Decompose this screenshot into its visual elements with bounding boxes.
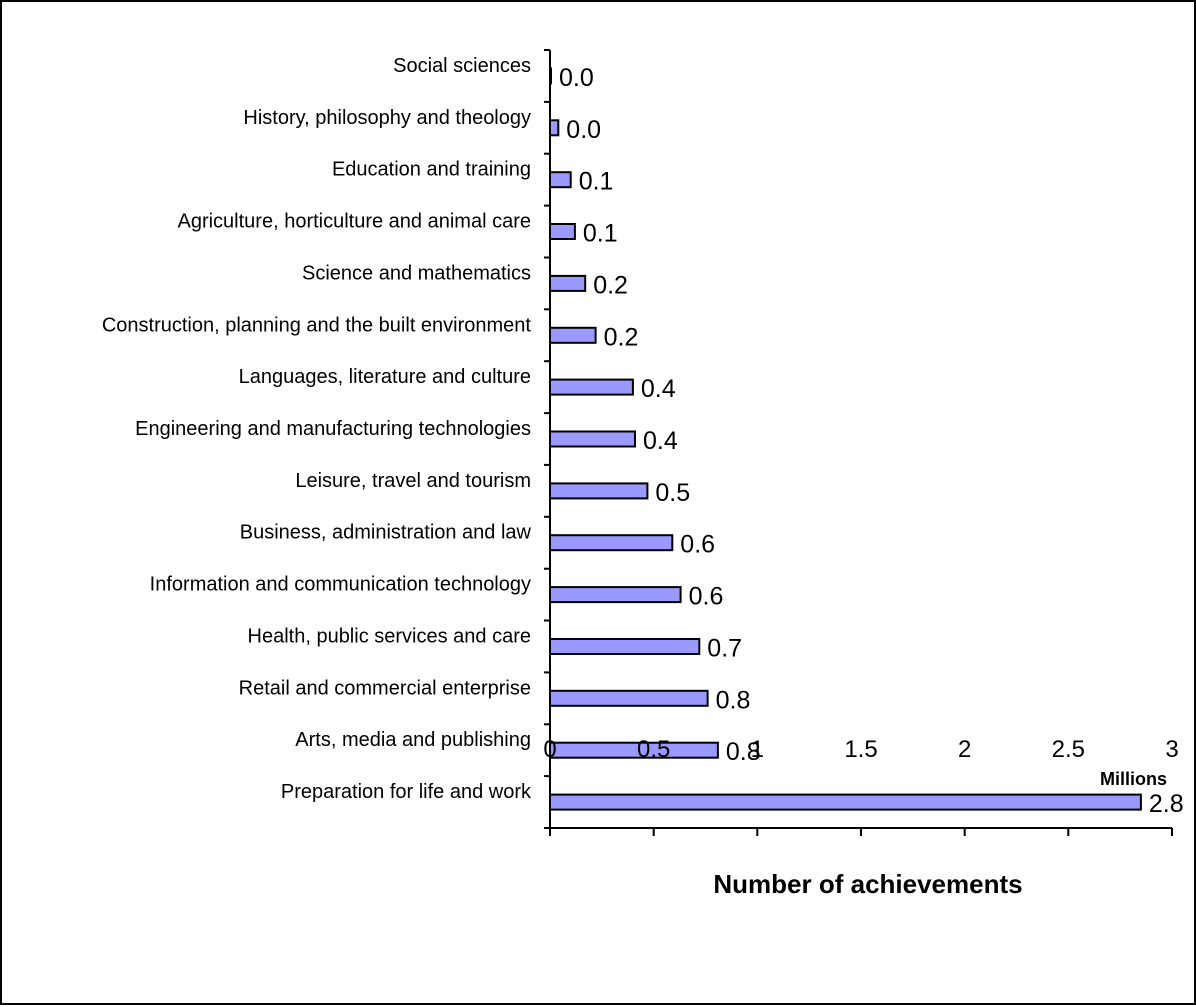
x-axis-title: Number of achievements [713,869,1022,899]
bar-1 [549,119,560,137]
category-label-12: Retail and commercial enterprise [239,677,531,699]
x-tick-label-2: 1 [751,736,764,763]
value-label-13: 0.8 [726,738,761,766]
category-label-1: History, philosophy and theology [243,107,531,129]
axis-unit-label: Millions [1100,769,1167,789]
value-label-7: 0.4 [643,427,678,455]
bar-14 [549,793,1142,811]
value-label-2: 0.1 [579,168,614,196]
x-ticks-group: 0 0.5 1 1.5 2 2.5 3 [543,736,1179,836]
category-label-6: Languages, literature and culture [239,366,531,388]
value-label-1: 0.0 [566,116,601,144]
bar-3 [549,223,576,240]
bar-11 [549,638,701,655]
value-label-5: 0.2 [604,323,639,351]
bar-8 [549,482,649,500]
bar-4 [549,274,587,292]
x-tick-label-5: 2.5 [1052,736,1085,763]
category-label-4: Science and mathematics [302,262,531,284]
x-tick-label-4: 2 [958,736,971,763]
value-label-8: 0.5 [655,479,690,507]
x-tick-label-6: 3 [1165,736,1178,763]
value-label-6: 0.4 [641,375,676,403]
bar-12 [549,689,709,707]
value-label-14: 2.8 [1149,790,1184,818]
value-label-12: 0.8 [716,686,751,714]
category-label-8: Leisure, travel and tourism [295,470,531,492]
category-label-13: Arts, media and publishing [295,729,531,751]
value-label-0: 0.0 [559,64,594,92]
bar-10 [549,586,682,604]
bar-6 [549,378,634,396]
bar-13 [549,741,719,759]
bar-9 [549,534,674,552]
bar-7 [549,430,636,448]
value-label-4: 0.2 [593,271,628,299]
category-label-2: Education and training [332,159,531,181]
bar-5 [549,326,597,344]
category-label-7: Engineering and manufacturing technologi… [135,418,531,440]
category-labels-group: Social sciences History, philosophy and t… [102,55,532,803]
value-label-3: 0.1 [583,220,618,248]
category-label-10: Information and communication technology [150,574,531,596]
category-label-9: Business, administration and law [240,522,532,544]
category-label-14: Preparation for life and work [281,781,532,803]
x-tick-label-1: 0.5 [637,736,670,763]
category-label-3: Agriculture, horticulture and animal car… [177,211,531,233]
x-tick-label-0: 0 [543,736,556,763]
axes-group [544,49,1172,836]
category-label-0: Social sciences [393,55,531,77]
bars-group [549,67,1142,811]
value-label-10: 0.6 [689,583,724,611]
category-label-5: Construction, planning and the built env… [102,314,532,336]
x-tick-label-3: 1.5 [844,736,877,763]
bar-2 [549,171,572,189]
category-label-11: Health, public services and care [248,626,531,648]
value-label-11: 0.7 [707,635,742,663]
value-labels-group: 0.00.00.10.10.20.20.40.40.50.60.60.70.80… [559,64,1184,818]
value-label-9: 0.6 [680,531,715,559]
